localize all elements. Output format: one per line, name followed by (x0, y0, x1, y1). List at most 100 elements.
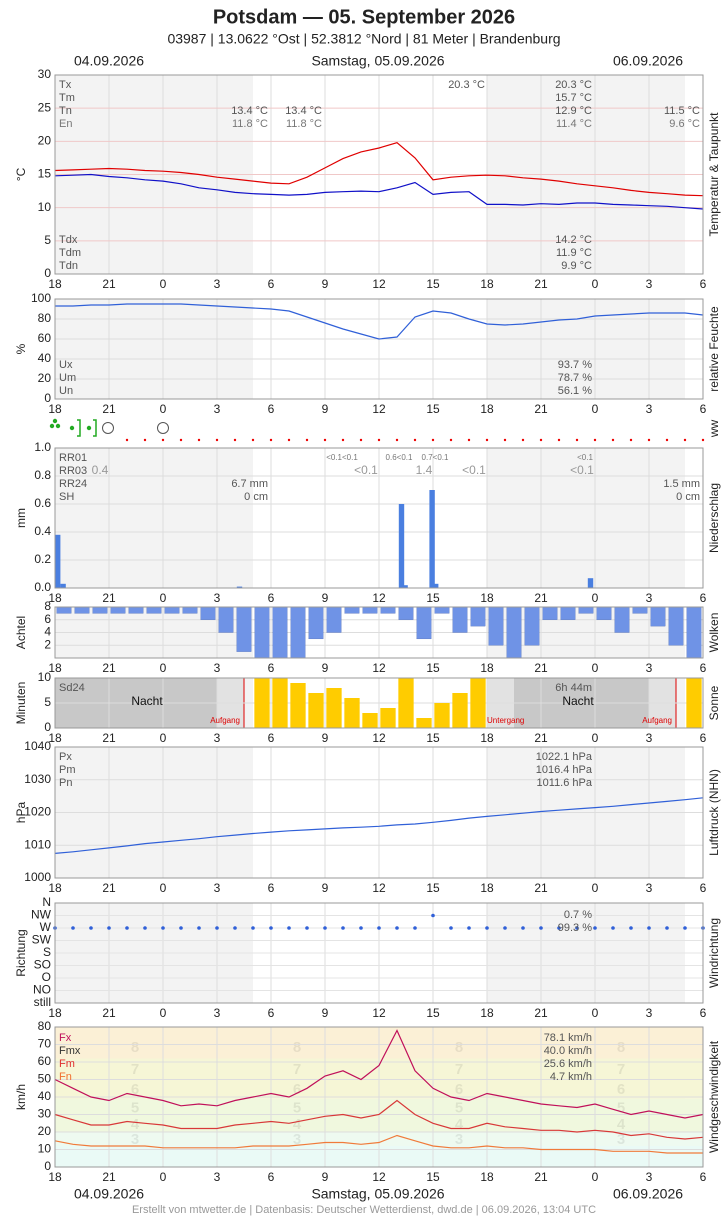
x-tick-label: 9 (322, 1006, 329, 1020)
direction-point (593, 926, 597, 930)
bar (362, 606, 378, 614)
x-tick-label: 3 (214, 881, 221, 895)
beaufort-label: 4 (617, 1116, 626, 1133)
x-tick-label: 0 (160, 661, 167, 675)
annotation: Aufgang (642, 716, 672, 725)
x-tick-label: 21 (102, 1170, 116, 1184)
x-tick-label: 6 (700, 277, 707, 291)
x-tick-label: 9 (322, 881, 329, 895)
y-tick-label: 50 (38, 1072, 52, 1086)
x-tick-label: 18 (480, 1006, 494, 1020)
weather-symbol (431, 438, 435, 442)
weather-symbol (52, 418, 58, 424)
x-tick-label: 21 (534, 277, 548, 291)
bar (542, 606, 558, 620)
annotation: Aufgang (210, 716, 240, 725)
weather-symbol (539, 438, 543, 442)
annotation: <0.1 (570, 463, 594, 477)
direction-point (665, 926, 669, 930)
bar (200, 606, 216, 620)
direction-point (575, 926, 579, 930)
direction-point (683, 926, 687, 930)
x-tick-label: 3 (646, 731, 653, 745)
y-tick-label: still (34, 995, 51, 1009)
bar (686, 606, 702, 659)
y-tick-label: 40 (38, 351, 52, 365)
weather-symbol (485, 438, 489, 442)
x-tick-label: 21 (534, 881, 548, 895)
y-tick-label: SO (34, 958, 51, 972)
x-tick-label: 6 (700, 591, 707, 605)
annotation: 13.4 °C (285, 105, 322, 117)
direction-point (557, 926, 561, 930)
y-tick-label: 100 (31, 291, 51, 305)
annotation: 0.6<0.1 (386, 453, 413, 462)
beaufort-label: 5 (131, 1099, 139, 1116)
x-tick-label: 6 (268, 1006, 275, 1020)
y-tick-label: 1020 (24, 805, 51, 819)
annotation: 0.4 (92, 463, 109, 477)
annotation: <0.1 (462, 463, 486, 477)
y-tick-label: 30 (38, 1107, 52, 1121)
x-tick-label: 0 (160, 402, 167, 416)
beaufort-label: 5 (617, 1099, 625, 1116)
y-tick-label: 5 (44, 695, 51, 709)
direction-point (71, 926, 75, 930)
line-series (54, 797, 704, 854)
annotation: 1022.1 hPa (536, 751, 593, 763)
x-tick-label: 12 (372, 277, 386, 291)
bar (452, 693, 468, 728)
x-tick-label: 3 (214, 731, 221, 745)
annotation: 20.3 °C (555, 79, 592, 91)
bar (416, 606, 432, 640)
x-tick-label: 9 (322, 1170, 329, 1184)
bar (632, 606, 648, 614)
y-tick-label: 60 (38, 1054, 52, 1068)
y-tick-label: 80 (38, 1019, 52, 1033)
x-tick-label: 15 (426, 661, 440, 675)
bar (236, 586, 243, 588)
plot-frame (54, 902, 704, 1004)
bar (578, 606, 594, 614)
beaufort-label: 7 (617, 1061, 625, 1078)
annotation: Tm (59, 92, 75, 104)
side-label: Windgeschwindigkeit (707, 1040, 721, 1153)
x-tick-label: 21 (534, 402, 548, 416)
y-tick-label: 10 (38, 670, 52, 684)
x-tick-label: 0 (592, 591, 599, 605)
x-tick-label: 0 (592, 1006, 599, 1020)
x-tick-label: 18 (48, 591, 62, 605)
y-tick-label: 20 (38, 1124, 52, 1138)
direction-point (467, 926, 471, 930)
annotation: Tn (59, 105, 72, 117)
direction-point (611, 926, 615, 930)
y-tick-label: 15 (38, 167, 52, 181)
title: Potsdam — 05. September 2026 (213, 6, 515, 28)
x-tick-label: 21 (534, 661, 548, 675)
direction-point (413, 926, 417, 930)
side-label: relative Feuchte (707, 306, 721, 392)
line-series (54, 1134, 703, 1154)
y-tick-label: 1000 (24, 870, 51, 884)
beaufort-label: 4 (455, 1116, 464, 1133)
beaufort-label: 6 (131, 1081, 139, 1098)
weather-symbol (377, 438, 381, 442)
direction-point (287, 926, 291, 930)
annotation: RR01 (59, 452, 87, 464)
x-tick-label: 18 (480, 402, 494, 416)
bar (362, 713, 378, 728)
annotation: 9.6 °C (669, 118, 700, 130)
annotation: Ux (59, 359, 73, 371)
y-tick-label: 10 (38, 1142, 52, 1156)
beaufort-label: 7 (455, 1061, 463, 1078)
x-tick-label: 0 (592, 731, 599, 745)
x-tick-label: 15 (426, 1006, 440, 1020)
annotation: Nacht (562, 694, 594, 708)
weather-symbol (49, 423, 55, 429)
direction-point (233, 926, 237, 930)
y-tick-label: 20 (38, 371, 52, 385)
bar (380, 708, 396, 728)
beaufort-label: 4 (131, 1116, 140, 1133)
bar (429, 490, 435, 588)
x-tick-label: 3 (214, 277, 221, 291)
